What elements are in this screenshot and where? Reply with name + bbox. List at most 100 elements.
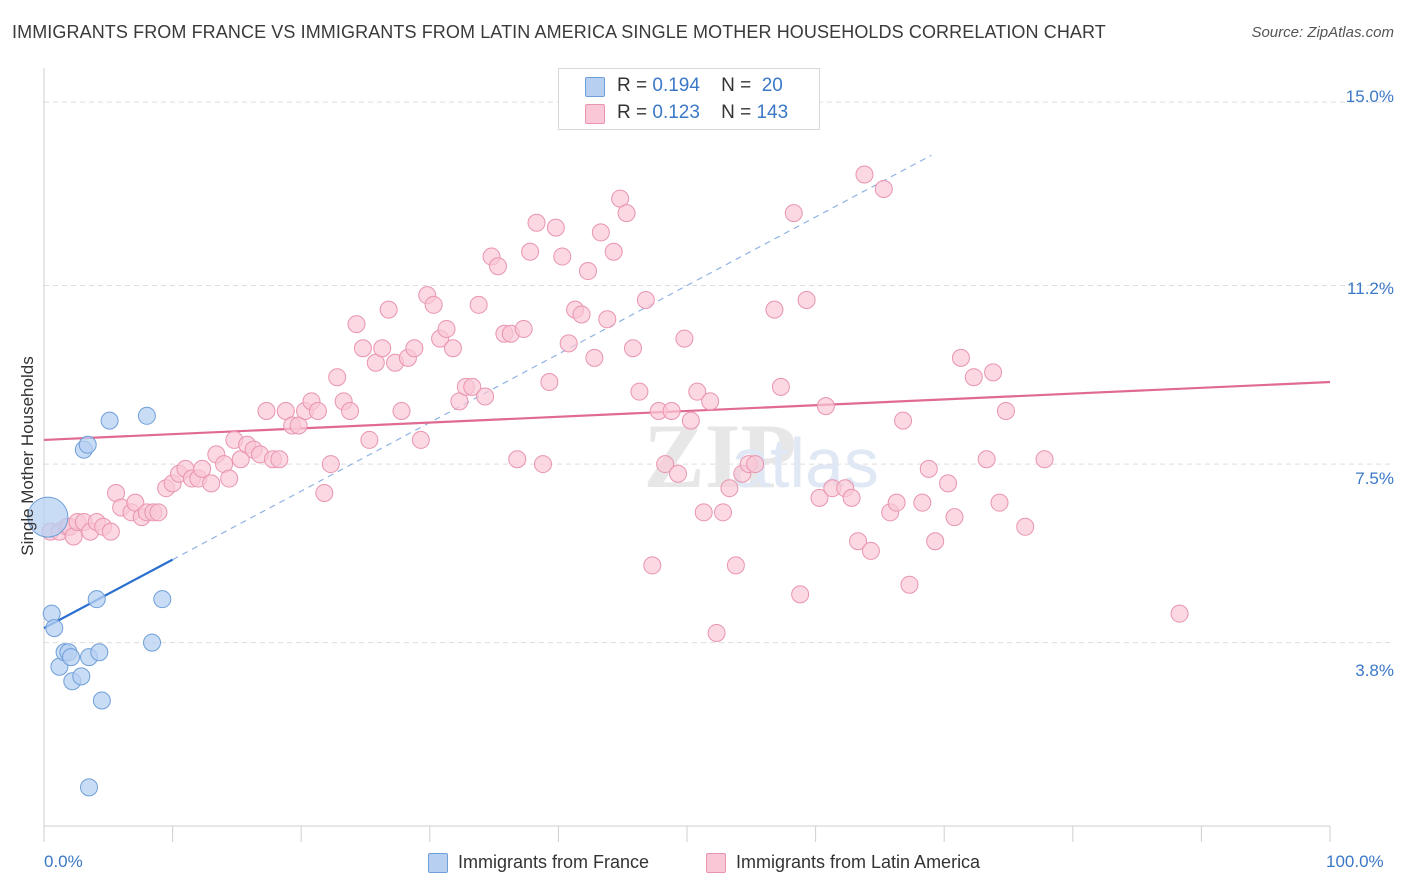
france-point: [87, 590, 106, 609]
latam-points: [41, 165, 1189, 642]
france-n-label: N =: [721, 75, 752, 96]
latam-point: [585, 348, 604, 367]
latam-point: [360, 430, 379, 449]
latam-point: [315, 484, 334, 503]
latam-point: [771, 377, 790, 396]
latam-point: [533, 455, 552, 474]
latam-point: [797, 290, 816, 309]
latam-point: [977, 450, 996, 469]
latam-point: [984, 363, 1003, 382]
latam-point: [964, 368, 983, 387]
latam-point: [662, 401, 681, 420]
latam-point: [149, 503, 168, 522]
latam-point: [926, 532, 945, 551]
latam-point: [308, 401, 327, 420]
latam-point: [202, 474, 221, 493]
france-swatch: [585, 77, 605, 97]
latam-legend-label: Immigrants from Latin America: [736, 852, 981, 872]
source-credit: Source: ZipAtlas.com: [1251, 24, 1394, 41]
france-point: [153, 590, 172, 609]
latam-point: [701, 392, 720, 411]
latam-point: [636, 290, 655, 309]
latam-point: [411, 430, 430, 449]
latam-point: [553, 247, 572, 266]
france-point: [80, 778, 99, 797]
latam-point: [874, 179, 893, 198]
latam-point: [559, 334, 578, 353]
france-legend-label: Immigrants from France: [458, 852, 650, 872]
latam-point: [405, 339, 424, 358]
latam-point: [1016, 517, 1035, 536]
france-trend-extension: [172, 154, 932, 561]
france-point: [90, 643, 109, 662]
latam-point: [463, 377, 482, 396]
latam-point: [598, 310, 617, 329]
latam-point: [951, 348, 970, 367]
latam-point: [437, 319, 456, 338]
latam-point: [842, 488, 861, 507]
latam-point: [546, 218, 565, 237]
latam-point: [373, 339, 392, 358]
latam-point: [514, 319, 533, 338]
latam-point: [572, 305, 591, 324]
chart-title: IMMIGRANTS FROM FRANCE VS IMMIGRANTS FRO…: [12, 22, 1106, 42]
france-trend-line: [43, 558, 174, 630]
latam-point: [855, 165, 874, 184]
latam-swatch: [585, 104, 605, 124]
latam-point: [668, 464, 687, 483]
latam-point: [443, 339, 462, 358]
france-point: [27, 496, 69, 538]
latam-legend-swatch: [706, 853, 726, 873]
stats-legend: R = 0.194 N = 20 R = 0.123 N = 143: [558, 68, 820, 130]
france-points: [27, 406, 172, 797]
latam-point: [849, 532, 868, 551]
latam-point: [919, 459, 938, 478]
latam-point: [392, 401, 411, 420]
france-point: [92, 691, 111, 710]
latam-point: [540, 373, 559, 392]
latam-point: [939, 474, 958, 493]
latam-point: [488, 257, 507, 276]
latam-point: [1170, 604, 1189, 623]
latam-point: [996, 401, 1015, 420]
france-point: [62, 648, 81, 667]
latam-point: [341, 401, 360, 420]
y-tick-label: 3.8%: [1355, 661, 1394, 680]
latam-point: [270, 450, 289, 469]
latam-point: [630, 382, 649, 401]
trend-lines: [43, 154, 1331, 630]
latam-r-label: R =: [617, 102, 648, 123]
france-point: [143, 633, 162, 652]
latam-point: [900, 575, 919, 594]
latam-point: [353, 339, 372, 358]
france-r-label: R =: [617, 75, 648, 96]
latam-point: [765, 300, 784, 319]
x-tick-label-max: 100.0%: [1326, 852, 1384, 871]
latam-point: [656, 455, 675, 474]
latam-point: [220, 469, 239, 488]
france-point: [45, 619, 64, 638]
latam-point: [347, 315, 366, 334]
latam-point: [791, 585, 810, 604]
latam-point: [688, 382, 707, 401]
y-tick-label: 15.0%: [1345, 87, 1394, 106]
latam-point: [861, 541, 880, 560]
latam-n-value: 143: [756, 102, 789, 123]
latam-point: [101, 522, 120, 541]
latam-point: [1035, 450, 1054, 469]
latam-point: [681, 411, 700, 430]
latam-point: [379, 300, 398, 319]
latam-point: [508, 450, 527, 469]
latam-point: [469, 295, 488, 314]
latam-point: [591, 223, 610, 242]
latam-point: [476, 387, 495, 406]
france-point: [72, 667, 91, 686]
latam-point: [945, 508, 964, 527]
latam-point: [707, 623, 726, 642]
y-tick-label: 7.5%: [1355, 469, 1394, 488]
latam-point: [604, 242, 623, 261]
latam-point: [810, 488, 829, 507]
latam-point: [784, 204, 803, 223]
latam-r-value: 0.123: [652, 102, 700, 123]
